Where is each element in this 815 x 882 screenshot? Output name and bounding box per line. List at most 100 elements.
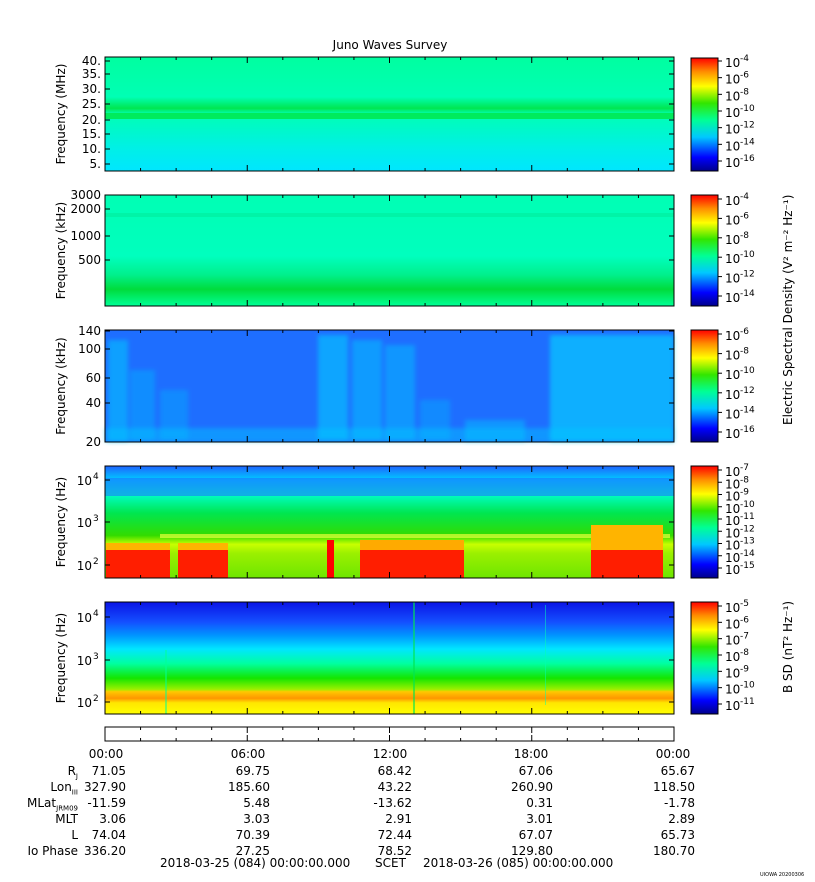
colorbar-tick-base: 10 (725, 634, 740, 648)
y-tick-label-exp: 4 (93, 609, 99, 619)
panel-5-spike-2 (545, 605, 546, 705)
ephemeris-value: 68.42 (377, 764, 412, 778)
ephemeris-value: 69.75 (235, 764, 270, 778)
colorbar-tick-exp: -5 (740, 599, 749, 609)
y-tick-label-base: 10 (77, 559, 92, 573)
ephemeris-value: 78.52 (377, 844, 412, 858)
panel-4-red-blocks (106, 525, 663, 578)
colorbar-tick-exp: -14 (740, 289, 755, 299)
y-tick-label: 25. (82, 97, 101, 111)
panel-4-blue-band (105, 478, 674, 496)
colorbar-tick-exp: -11 (740, 512, 755, 522)
panel-1-band (105, 113, 674, 119)
ephemeris-row-label: RJ (67, 764, 78, 781)
colorbar-tick-exp: -12 (740, 386, 755, 396)
ephemeris-row-label: L (71, 828, 78, 842)
electric-colorbar-title: Electric Spectral Density (V² m⁻² Hz⁻¹) (781, 195, 795, 425)
colorbar-tick-exp: -16 (740, 425, 755, 435)
colorbar-tick-base: 10 (725, 156, 740, 170)
colorbar-tick-base: 10 (725, 490, 740, 504)
colorbar-tick-base: 10 (725, 291, 740, 305)
ephemeris-value: 3.01 (526, 812, 553, 826)
tick-marks (104, 57, 675, 741)
ephemeris-value: 72.44 (377, 828, 412, 842)
y-tick-label-base: 10 (77, 654, 92, 668)
x-tick-label: 18:00 (513, 747, 549, 761)
y-tick-label: 500 (78, 253, 101, 267)
colorbar-tick-base: 10 (725, 194, 740, 208)
footer-end: 2018-03-26 (085) 00:00:00.000 (423, 856, 614, 870)
colorbar-tick-base: 10 (725, 56, 740, 70)
y-tick-label-base: 10 (77, 474, 92, 488)
y-axis-title: Frequency (Hz) (54, 613, 68, 704)
colorbar-tick-base: 10 (725, 329, 740, 343)
colorbar-tick-exp: -14 (740, 405, 755, 415)
colorbar-tick-base: 10 (725, 213, 740, 227)
colorbar-tick-base: 10 (725, 427, 740, 441)
y-tick-label: 5. (90, 157, 101, 171)
ephemeris-row-label: Io Phase (27, 844, 78, 858)
colorbar-tick-base: 10 (725, 106, 740, 120)
colorbar-tick-base: 10 (725, 252, 740, 266)
magnetic-colorbar-title: B SD (nT² Hz⁻¹) (781, 601, 795, 693)
colorbar-tick-base: 10 (725, 683, 740, 697)
colorbar-tick-base: 10 (725, 477, 740, 491)
colorbar-tick-base: 10 (725, 650, 740, 664)
colorbar-tick-exp: -10 (740, 250, 755, 260)
x-tick-label: 00:00 (88, 747, 124, 761)
colorbar-tick-base: 10 (725, 465, 740, 479)
colorbar-tick-exp: -10 (740, 500, 755, 510)
colorbar-tick-exp: -7 (740, 632, 749, 642)
ephemeris-value: 3.06 (99, 812, 126, 826)
colorbar-tick-exp: -9 (740, 488, 749, 498)
version-stamp: UIOWA 20200306 (760, 872, 805, 878)
y-tick-label-exp: 3 (93, 652, 99, 662)
x-tick-label: 06:00 (230, 747, 266, 761)
colorbar-tick-exp: -6 (740, 71, 749, 81)
colorbar-tick-base: 10 (725, 539, 740, 553)
y-tick-label: 20. (82, 113, 101, 127)
colorbar-tick-exp: -12 (740, 524, 755, 534)
ephemeris-value: 65.67 (660, 764, 695, 778)
y-tick-label: 60 (86, 371, 101, 385)
colorbar-4 (690, 465, 719, 579)
colorbar-tick-exp: -8 (740, 347, 749, 357)
ephemeris-value: 0.31 (526, 796, 553, 810)
colorbar-tick-base: 10 (725, 407, 740, 421)
ephemeris-value: 71.05 (91, 764, 126, 778)
y-axis-title: Frequency (kHz) (54, 337, 68, 434)
ephemeris-value: 5.48 (243, 796, 270, 810)
colorbar-tick-exp: -6 (740, 327, 749, 337)
ephemeris-value: 65.73 (660, 828, 695, 842)
ephemeris-value: 118.50 (653, 780, 695, 794)
y-axis-title: Frequency (MHz) (54, 64, 68, 165)
colorbar-tick-exp: -12 (740, 270, 755, 280)
y-tick-label: 40. (82, 54, 101, 68)
colorbar-2-bar (690, 194, 719, 307)
y-axis-title: Frequency (Hz) (54, 477, 68, 568)
colorbar-tick-base: 10 (725, 368, 740, 382)
y-tick-label: 140 (78, 324, 101, 338)
panel-1-spectrogram (104, 56, 675, 172)
colorbar-tick-exp: -4 (740, 192, 749, 202)
y-tick-label: 2000 (70, 202, 101, 216)
ephemeris-row-label: MLT (55, 812, 78, 826)
ephemeris-table: 00:00 06:00 12:00 18:00 00:00 RJ 71.05 69.75 68.… (0, 747, 815, 858)
colorbar-tick-exp: -4 (740, 54, 749, 64)
y-tick-label: 15. (82, 127, 101, 141)
ephemeris-value: 74.04 (91, 828, 126, 842)
x-tick-label: 00:00 (655, 747, 691, 761)
panel-5-image (105, 602, 674, 714)
colorbar-tick-base: 10 (725, 123, 740, 137)
chart-title: Juno Waves Survey (332, 38, 448, 52)
colorbar-tick-exp: -8 (740, 475, 749, 485)
ephemeris-value: 185.60 (228, 780, 270, 794)
panel-4-spectrogram (104, 465, 675, 579)
ephemeris-value: 2.91 (385, 812, 412, 826)
ephemeris-value: 43.22 (377, 780, 412, 794)
y-tick-label: 1000 (70, 229, 101, 243)
colorbar-tick-base: 10 (725, 563, 740, 577)
colorbar-tick-exp: -10 (740, 104, 755, 114)
y-tick-label-exp: 3 (93, 514, 99, 524)
